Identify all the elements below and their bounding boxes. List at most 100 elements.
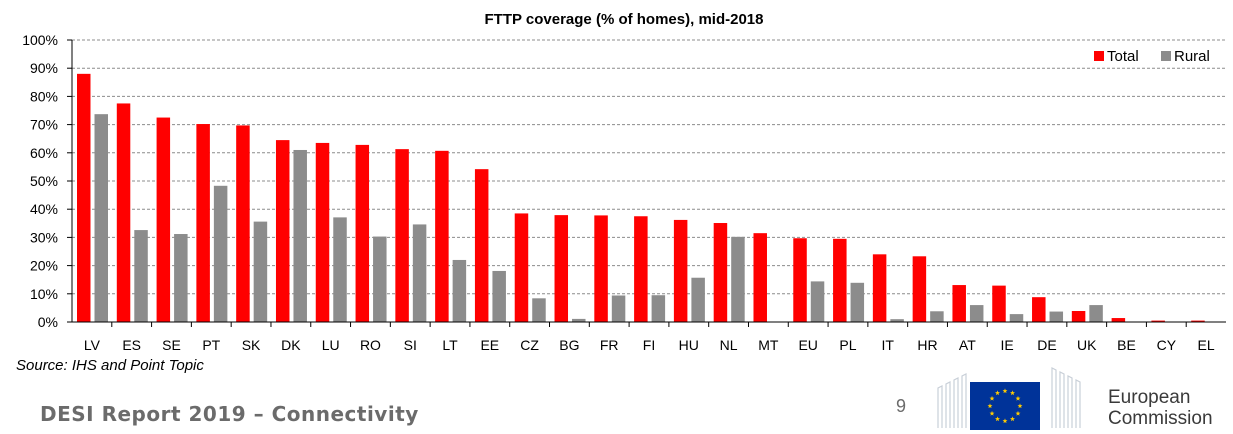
bar-total: [872, 254, 887, 322]
eu-star: [1002, 388, 1008, 394]
x-tick-label: HU: [679, 337, 699, 353]
bar-rural: [969, 305, 984, 322]
x-tick-label: BE: [1117, 337, 1136, 353]
organization-name: European Commission: [1108, 387, 1213, 429]
x-tick-label: SE: [162, 337, 181, 353]
x-tick-label: CY: [1157, 337, 1177, 353]
x-tick-label: FR: [600, 337, 619, 353]
bar-total: [1151, 320, 1165, 322]
bar-rural: [134, 230, 148, 322]
y-tick-label: 60%: [30, 145, 58, 161]
x-tick-label: IT: [882, 337, 895, 353]
bar-total: [435, 150, 449, 322]
bar-rural: [651, 295, 666, 322]
bar-rural: [333, 217, 347, 322]
eu-star: [1002, 418, 1008, 424]
bar-rural: [253, 221, 268, 322]
x-tick-label: DK: [281, 337, 301, 353]
y-axis-tick-labels: 0% 10% 20% 30% 40% 50% 60% 70% 80% 90% 100%: [22, 32, 58, 330]
x-tick-label: SI: [404, 337, 417, 353]
legend-label-rural: Rural: [1174, 48, 1210, 65]
bar-rural: [930, 311, 944, 322]
bar-total: [793, 238, 807, 322]
bar-total: [753, 233, 767, 322]
x-tick-label: EE: [480, 337, 499, 353]
bar-rural: [890, 319, 904, 322]
x-tick-label: LT: [442, 337, 458, 353]
bar-total: [1111, 318, 1126, 322]
eu-star: [995, 390, 1000, 396]
bar-total: [315, 142, 330, 322]
bar-total: [395, 149, 409, 322]
bar-rural: [492, 270, 506, 322]
report-title: DESI Report 2019 – Connectivity: [40, 402, 419, 426]
bar-total: [1032, 297, 1046, 322]
x-tick-label: UK: [1077, 337, 1097, 353]
bar-rural: [691, 277, 705, 322]
eu-star: [1015, 395, 1021, 401]
bar-rural: [731, 236, 745, 322]
chart-title: FTTP coverage (% of homes), mid-2018: [485, 11, 764, 28]
bar-rural: [810, 281, 825, 322]
eu-star: [989, 410, 995, 416]
x-tick-label: IE: [1001, 337, 1014, 353]
y-tick-label: 100%: [22, 32, 58, 48]
y-tick-label: 0%: [38, 314, 58, 330]
bar-total: [1191, 320, 1205, 322]
bar-total: [275, 140, 290, 322]
bar-rural: [293, 149, 307, 322]
y-tick-label: 80%: [30, 88, 58, 104]
axes: [67, 39, 1226, 327]
x-tick-label: MT: [758, 337, 779, 353]
x-tick-label: CZ: [520, 337, 539, 353]
bar-total: [992, 285, 1006, 322]
bar-total: [474, 169, 489, 322]
eu-flag-icon: [937, 367, 1081, 430]
eu-star: [1017, 403, 1023, 409]
bar-rural: [611, 295, 626, 322]
bar-total: [514, 213, 529, 322]
eu-star: [987, 403, 993, 409]
bar-total: [355, 144, 370, 322]
bar-total: [77, 73, 91, 322]
bar-total: [833, 238, 847, 322]
bar-rural: [213, 185, 228, 322]
org-line-2: Commission: [1108, 408, 1213, 429]
bar-total: [554, 215, 569, 322]
y-tick-label: 10%: [30, 286, 58, 302]
eu-star: [1010, 416, 1015, 422]
bar-rural: [1009, 314, 1024, 322]
eu-star: [1015, 410, 1021, 416]
x-tick-label: LV: [84, 337, 101, 353]
bar-chart: FTTP coverage (% of homes), mid-2018 0% 1…: [22, 11, 1226, 353]
x-tick-label: ES: [122, 337, 141, 353]
x-tick-label: FI: [643, 337, 655, 353]
x-axis-tick-labels: LV ES SE PT SK DK LU RO SI LT EE CZ BG FR FI HU NL MT EU PL…: [84, 337, 1215, 353]
bar-rural: [94, 114, 108, 322]
x-tick-label: EL: [1198, 337, 1215, 353]
bar-rural: [452, 259, 467, 322]
x-tick-label: NL: [720, 337, 738, 353]
eu-star: [989, 395, 995, 401]
eu-star: [995, 416, 1000, 422]
x-tick-label: AT: [959, 337, 976, 353]
bar-total: [116, 103, 131, 322]
x-tick-label: HR: [917, 337, 937, 353]
bar-rural: [373, 236, 387, 322]
source-note: Source: IHS and Point Topic: [16, 357, 204, 374]
bar-rural: [532, 298, 546, 322]
bar-total: [156, 117, 171, 322]
x-tick-label: SK: [242, 337, 261, 353]
legend-swatch-total: [1094, 51, 1104, 61]
bar-rural: [572, 318, 586, 322]
y-tick-label: 90%: [30, 60, 58, 76]
page-number: 9: [896, 396, 907, 416]
bar-total: [713, 223, 728, 322]
y-tick-label: 20%: [30, 258, 58, 274]
legend-swatch-rural: [1161, 51, 1171, 61]
bar-total: [1071, 311, 1086, 322]
bar-rural: [850, 282, 865, 322]
y-tick-label: 40%: [30, 201, 58, 217]
y-tick-label: 30%: [30, 229, 58, 245]
eu-star: [1010, 390, 1015, 396]
